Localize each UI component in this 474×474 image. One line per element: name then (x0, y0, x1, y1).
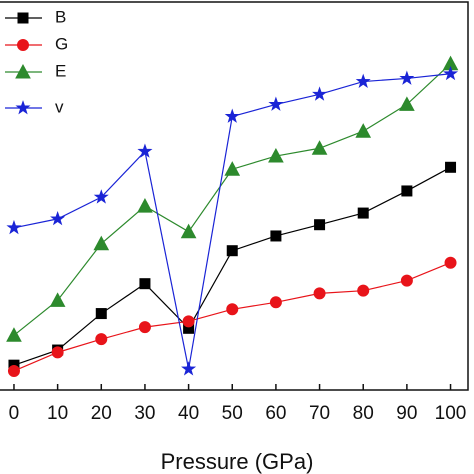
data-point (224, 161, 241, 176)
data-point (95, 308, 107, 320)
data-point (355, 73, 371, 88)
x-tick-label: 90 (396, 403, 417, 424)
data-point (93, 235, 110, 251)
x-tick-label: 80 (353, 403, 374, 424)
data-point (268, 96, 284, 111)
x-axis-title: Pressure (GPa) (161, 449, 314, 474)
data-point (95, 333, 108, 346)
data-point (312, 86, 328, 101)
data-point (399, 70, 415, 85)
data-point (399, 96, 415, 111)
legend-label: v (55, 97, 64, 116)
legend-label: G (55, 34, 68, 53)
x-tick-label: 30 (134, 403, 155, 424)
x-tick-label: 50 (222, 403, 243, 424)
data-point (226, 303, 239, 316)
legend-marker (17, 39, 29, 51)
x-tick-label: 0 (9, 403, 20, 424)
data-point (314, 219, 326, 231)
x-tick-label: 70 (309, 403, 330, 424)
data-point (311, 140, 328, 155)
data-point (400, 274, 413, 287)
x-tick-label: 40 (178, 403, 199, 424)
data-point (226, 245, 238, 257)
data-point (269, 296, 282, 309)
data-point (139, 278, 151, 290)
data-point (49, 292, 66, 307)
legend-marker (15, 63, 31, 79)
data-point (138, 321, 151, 334)
data-point (224, 108, 240, 123)
series-line (13, 63, 451, 336)
x-tick-label: 10 (47, 403, 68, 424)
data-point (270, 230, 282, 242)
x-tick-label: 100 (435, 403, 467, 424)
data-point (443, 65, 459, 81)
data-point (401, 185, 413, 197)
data-point (6, 219, 22, 235)
x-tick-label: 20 (91, 403, 112, 424)
data-point (137, 198, 153, 213)
legend-label: B (55, 7, 66, 26)
data-point (182, 315, 195, 328)
legend-label: E (55, 61, 66, 80)
legend-marker (17, 12, 29, 24)
legend-marker (15, 100, 31, 115)
data-point (50, 210, 66, 226)
data-point (93, 189, 109, 204)
data-point (180, 223, 197, 239)
data-point (357, 284, 370, 297)
series-line (13, 166, 451, 366)
data-point (355, 123, 372, 138)
x-tick-label: 60 (265, 403, 286, 424)
data-point (268, 147, 284, 163)
data-point (6, 327, 22, 342)
data-point (313, 287, 326, 300)
data-point (444, 256, 457, 269)
data-point (445, 161, 457, 173)
data-point (51, 346, 64, 359)
data-point (181, 361, 197, 376)
data-point (7, 364, 20, 377)
data-point (357, 207, 369, 219)
series-line (13, 262, 451, 372)
data-point (137, 143, 153, 158)
